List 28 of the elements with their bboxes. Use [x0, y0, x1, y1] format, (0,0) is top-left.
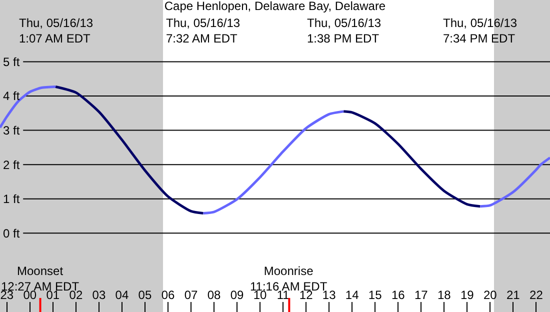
annotation: Thu, 05/16/13 1:07 AM EDT — [19, 16, 94, 46]
x-tick-label: 22 — [530, 288, 544, 302]
annotation: Thu, 05/16/13 1:38 PM EDT — [307, 16, 382, 46]
x-tick-label: 20 — [483, 288, 498, 302]
x-tick-label: 19 — [460, 288, 474, 302]
y-tick-label: 5 ft — [3, 54, 20, 69]
x-tick-label: 15 — [368, 288, 382, 302]
x-tick-label: 06 — [161, 288, 175, 302]
y-tick-label: 0 ft — [3, 226, 20, 240]
annotation: Thu, 05/16/13 7:34 PM EDT — [443, 16, 518, 46]
x-tick-label: 14 — [345, 288, 360, 302]
x-tick-label: 09 — [230, 288, 244, 302]
x-tick-label: 21 — [506, 288, 520, 302]
x-tick-label: 05 — [138, 288, 152, 302]
x-tick-label: 13 — [322, 288, 336, 302]
x-tick-label: 08 — [207, 288, 222, 302]
x-tick-label: 16 — [391, 288, 406, 302]
y-tick-label: 3 ft — [3, 123, 20, 138]
x-tick-label: 04 — [115, 288, 129, 302]
x-tick-label: 03 — [92, 288, 106, 302]
annotation: Thu, 05/16/13 7:32 AM EDT — [166, 16, 240, 46]
y-tick-label: 4 ft — [3, 89, 20, 104]
y-tick-label: 2 ft — [3, 158, 20, 172]
x-tick-label: 18 — [437, 288, 452, 302]
chart-title: Cape Henlopen, Delaware Bay, Delaware — [164, 0, 386, 13]
y-tick-label: 1 ft — [3, 192, 20, 206]
x-tick-label: 07 — [184, 288, 198, 302]
x-tick-label: 17 — [414, 288, 428, 302]
